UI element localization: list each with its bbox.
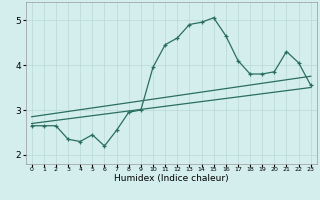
- X-axis label: Humidex (Indice chaleur): Humidex (Indice chaleur): [114, 174, 228, 183]
